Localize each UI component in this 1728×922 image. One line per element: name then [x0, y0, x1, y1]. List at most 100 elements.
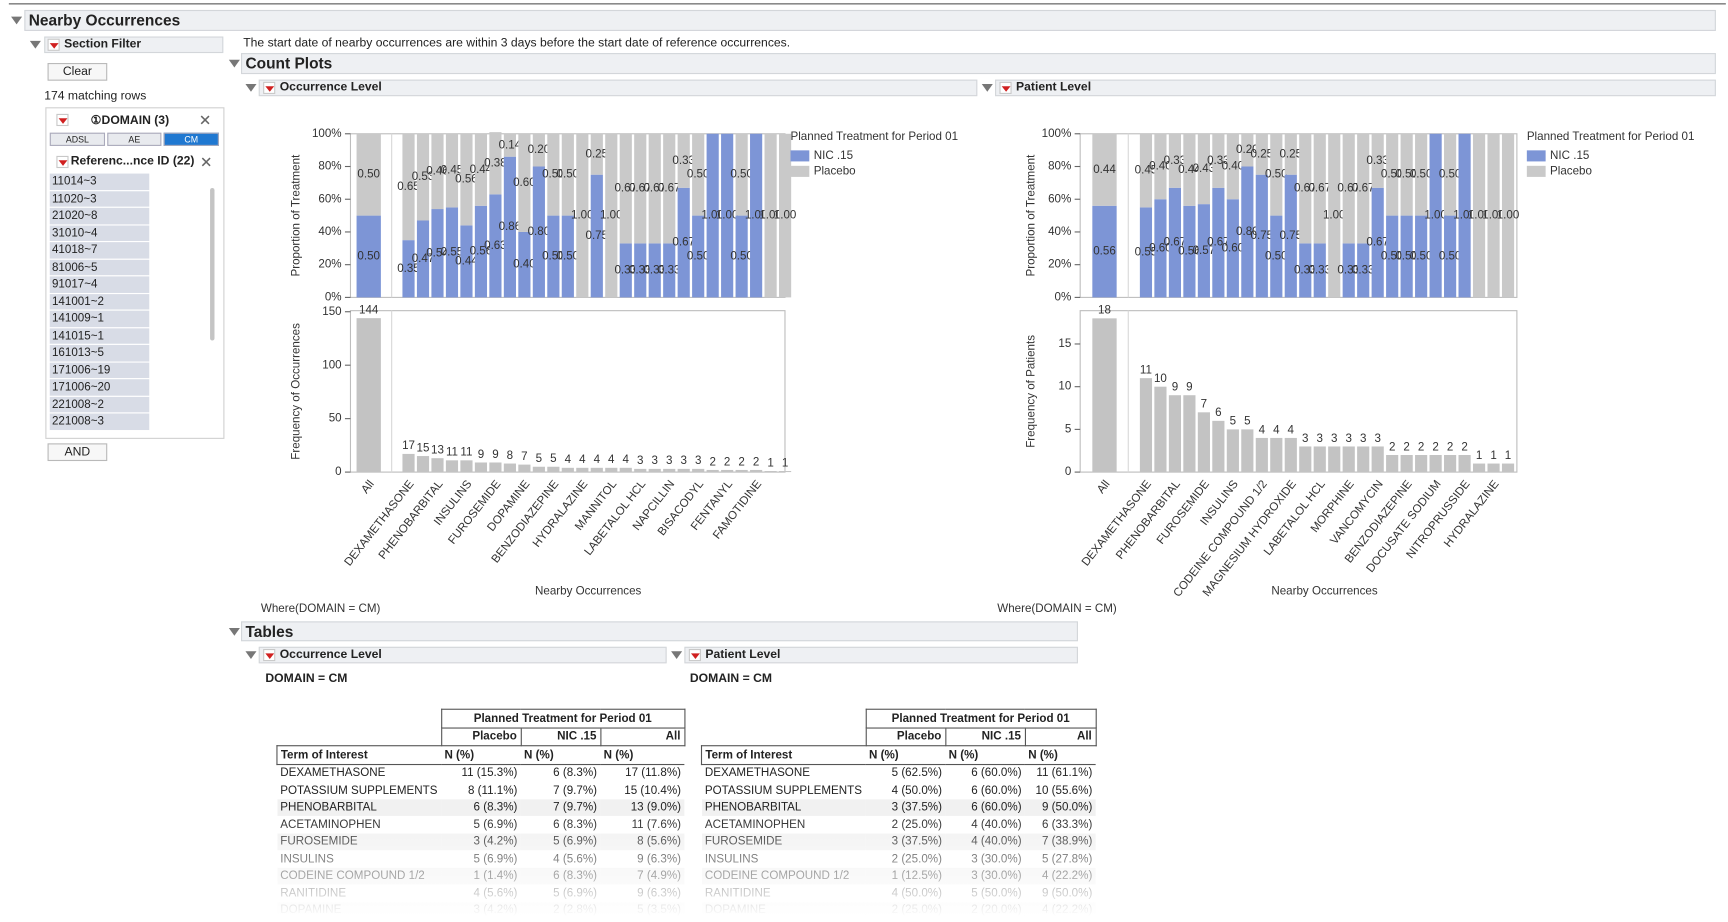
data-label: 0.25: [586, 147, 609, 160]
data-label: 11: [460, 446, 472, 459]
data-label: 0.38: [484, 156, 507, 169]
data-label: 0.33: [614, 263, 637, 276]
bar: [706, 469, 719, 473]
collapse-icon[interactable]: [245, 651, 257, 659]
y-tick-label: 50: [329, 412, 342, 425]
data-label: 3: [666, 454, 672, 467]
value-cell: 5 (3.5%): [600, 901, 685, 919]
header-row: Placebo NIC .15 All: [277, 727, 685, 747]
ref-item[interactable]: 141001~2: [49, 293, 150, 311]
ref-item[interactable]: 171006~19: [49, 362, 150, 380]
term-cell: FUROSEMIDE: [701, 833, 866, 851]
value-cell: 4 (40.0%): [945, 833, 1025, 851]
description: The start date of nearby occurrences are…: [243, 36, 791, 50]
bar-segment: [532, 166, 545, 298]
ref-item[interactable]: 141015~1: [49, 327, 150, 345]
collapse-icon[interactable]: [228, 627, 240, 636]
collapse-icon[interactable]: [11, 16, 23, 25]
stat-label: N (%): [520, 745, 601, 765]
ref-item[interactable]: 11014~3: [49, 173, 150, 191]
bar-segment: [445, 207, 459, 298]
value-cell: 4 (50.0%): [891, 783, 942, 797]
data-label: 4: [1259, 423, 1266, 436]
ref-item[interactable]: 221008~3: [49, 413, 150, 431]
data-label: 3: [1374, 432, 1380, 445]
and-button[interactable]: AND: [47, 443, 108, 462]
data-label: 1: [782, 456, 788, 469]
ref-item[interactable]: 31010~4: [49, 224, 150, 243]
menu-icon[interactable]: [47, 38, 60, 51]
ref-item[interactable]: 21020~8: [49, 207, 150, 225]
close-icon[interactable]: [200, 115, 210, 125]
data-label: 0.67: [1308, 182, 1331, 195]
ref-item[interactable]: 171006~20: [49, 379, 150, 397]
close-icon[interactable]: [201, 157, 211, 167]
data-label: 3: [637, 454, 643, 467]
y-tick-label: 0%: [325, 290, 342, 303]
data-label: 2: [724, 455, 730, 468]
data-label: 0.55: [441, 245, 464, 258]
bar: [1415, 455, 1428, 473]
data-label: 1: [767, 456, 773, 469]
ref-item[interactable]: 91017~4: [49, 276, 150, 294]
collapse-icon[interactable]: [228, 59, 240, 68]
y-axis-label: Proportion of Treatment: [1025, 154, 1038, 277]
bar-segment: [1357, 133, 1370, 244]
menu-icon[interactable]: [263, 648, 276, 662]
data-label: 2: [1461, 440, 1467, 453]
bar-segment: [576, 133, 589, 298]
bar: [431, 458, 444, 473]
data-label: 5: [550, 452, 556, 465]
clear-button[interactable]: Clear: [47, 63, 108, 81]
data-label: 18: [1098, 304, 1111, 317]
scrollbar[interactable]: [210, 187, 215, 341]
table-row: INSULINS 2 (25.0%) 3 (30.0%) 5 (27.8%): [702, 850, 1096, 867]
data-label: 11: [1140, 363, 1152, 376]
bar: [1154, 386, 1167, 473]
bar-segment: [1328, 133, 1341, 298]
collapse-icon[interactable]: [245, 84, 257, 92]
ref-item[interactable]: 221008~2: [49, 396, 150, 414]
panel-title: Occurrence Level: [258, 79, 978, 97]
data-label: 0.35: [397, 262, 420, 275]
data-label: 0.67: [643, 182, 666, 195]
ref-item[interactable]: 141009~1: [49, 310, 150, 328]
bar: [1386, 455, 1399, 473]
menu-icon[interactable]: [263, 81, 276, 94]
collapse-icon[interactable]: [671, 651, 683, 659]
ref-item[interactable]: 81006~5: [49, 259, 150, 277]
collapse-icon[interactable]: [29, 40, 41, 49]
data-label: 5: [1244, 415, 1250, 428]
domain-option[interactable]: CM: [163, 132, 219, 146]
value-cell: 3 (30.0%): [945, 867, 1025, 885]
data-label: 0.46: [426, 164, 449, 177]
data-label: 1.00: [745, 209, 768, 222]
column-header: NIC .15: [944, 727, 1026, 747]
data-label: 0.80: [1236, 225, 1259, 238]
ref-item[interactable]: 161013~5: [49, 344, 150, 363]
menu-icon[interactable]: [999, 81, 1012, 94]
x-tick-label: All: [1094, 478, 1112, 496]
data-label: 2: [738, 455, 744, 468]
domain-option[interactable]: AE: [107, 132, 162, 146]
data-label: 0.45: [441, 164, 464, 177]
bar-segment: [1255, 133, 1268, 175]
bar: [445, 460, 459, 473]
menu-icon[interactable]: [688, 648, 701, 662]
bar: [1342, 446, 1355, 473]
menu-icon[interactable]: [56, 113, 69, 127]
menu-icon[interactable]: [56, 155, 69, 169]
term-cell: CODEINE COMPOUND 1/2: [701, 867, 866, 885]
domain-option[interactable]: ADSL: [49, 132, 106, 146]
ref-item[interactable]: 41018~7: [49, 242, 150, 260]
ref-item[interactable]: 11020~3: [49, 190, 150, 208]
collapse-icon[interactable]: [981, 84, 993, 92]
y-tick-label: 15: [1058, 337, 1071, 350]
data-label: 0.60: [513, 176, 536, 189]
data-label: 6: [1215, 406, 1221, 419]
data-label: 0.44: [470, 163, 493, 176]
bar-segment: [605, 133, 618, 298]
value-cell: 8 (11.1%): [467, 783, 518, 797]
term-cell: ACETAMINOPHEN: [704, 817, 806, 832]
